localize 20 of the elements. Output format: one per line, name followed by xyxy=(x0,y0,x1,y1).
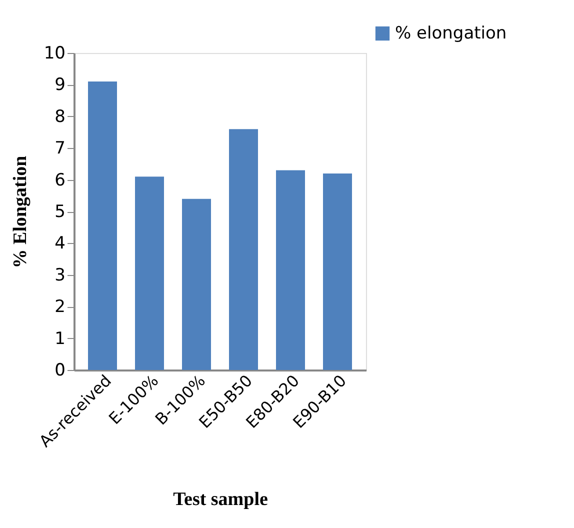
y-tick-label: 4 xyxy=(54,234,66,254)
y-tick-label: 8 xyxy=(54,106,66,127)
y-tick-label: 2 xyxy=(54,297,66,318)
y-tick-label: 6 xyxy=(54,170,66,190)
bar xyxy=(229,129,258,370)
y-tick-label: 5 xyxy=(54,202,66,222)
y-axis-title: % Elongation xyxy=(10,155,31,268)
bar xyxy=(323,173,352,370)
bar xyxy=(276,170,305,370)
y-tick-label: 3 xyxy=(54,265,66,286)
y-tick-label: 10 xyxy=(44,44,66,64)
bar xyxy=(135,176,164,370)
legend-label: % elongation xyxy=(395,24,507,44)
y-tick-label: 1 xyxy=(54,328,66,349)
bar xyxy=(182,198,211,370)
bar xyxy=(88,82,117,370)
y-tick-label: 0 xyxy=(54,360,66,380)
y-tick-label: 7 xyxy=(54,138,66,159)
y-tick-label: 9 xyxy=(54,75,66,96)
x-axis-title: Test sample xyxy=(173,489,268,510)
